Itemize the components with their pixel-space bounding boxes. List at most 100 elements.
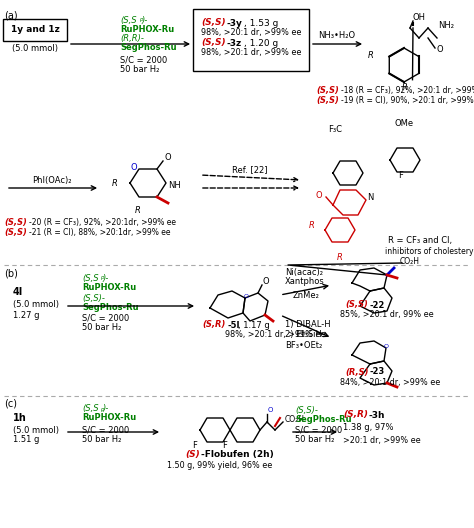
Text: O: O (244, 295, 248, 299)
Text: R: R (402, 83, 408, 92)
Text: -19 (R = Cl), 90%, >20:1 dr, >99% ee: -19 (R = Cl), 90%, >20:1 dr, >99% ee (341, 97, 474, 106)
Text: N: N (367, 193, 374, 203)
Text: NH₂: NH₂ (438, 21, 454, 30)
Text: 85%, >20:1 dr, 99% ee: 85%, >20:1 dr, 99% ee (340, 310, 434, 319)
Text: R = CF₃ and Cl,: R = CF₃ and Cl, (388, 235, 452, 244)
Text: 1y and 1z: 1y and 1z (10, 25, 59, 34)
Text: (a): (a) (4, 10, 18, 20)
Text: O: O (315, 191, 322, 200)
Text: (R,R)-: (R,R)- (120, 34, 144, 43)
Text: 1.27 g: 1.27 g (13, 310, 39, 319)
Text: (S,S): (S,S) (345, 300, 368, 309)
Text: R: R (112, 178, 118, 187)
Text: -3y: -3y (227, 18, 243, 27)
Text: -Flobufen (2h): -Flobufen (2h) (201, 450, 274, 459)
Text: F: F (398, 171, 403, 180)
Text: Ni(acac)₂: Ni(acac)₂ (285, 268, 323, 277)
Text: PhI(OAc)₂: PhI(OAc)₂ (32, 175, 72, 184)
Text: OH: OH (413, 14, 426, 23)
Text: 50 bar H₂: 50 bar H₂ (295, 436, 334, 445)
Text: SegPhos-Ru: SegPhos-Ru (295, 416, 352, 425)
Text: RuPHOX-Ru: RuPHOX-Ru (82, 413, 136, 422)
Text: (S,S: (S,S (120, 15, 137, 24)
Text: O: O (131, 163, 137, 172)
Text: -21 (R = Cl), 88%, >20:1dr, >99% ee: -21 (R = Cl), 88%, >20:1dr, >99% ee (29, 229, 171, 238)
Text: (S,S)-: (S,S)- (82, 294, 105, 303)
Text: p: p (100, 276, 103, 280)
Text: R: R (337, 253, 343, 262)
Text: -18 (R = CF₃), 92%, >20:1 dr, >99% ee: -18 (R = CF₃), 92%, >20:1 dr, >99% ee (341, 86, 474, 95)
Text: (S,S): (S,S) (201, 18, 226, 27)
Text: F: F (223, 440, 228, 449)
Text: 98%, >20:1 dr, >99% ee: 98%, >20:1 dr, >99% ee (201, 29, 301, 37)
Text: O: O (437, 45, 444, 54)
Text: (S,S)-: (S,S)- (295, 406, 318, 414)
Text: F: F (192, 440, 198, 449)
Text: RuPHOX-Ru: RuPHOX-Ru (120, 24, 174, 33)
Text: (S,S): (S,S) (4, 229, 27, 238)
Text: (S,R): (S,R) (202, 320, 225, 329)
Text: (S,R): (S,R) (343, 410, 368, 420)
Text: O: O (165, 154, 172, 163)
Text: 98%, >20:1 dr, >99% ee: 98%, >20:1 dr, >99% ee (225, 331, 325, 340)
Text: -22: -22 (370, 300, 385, 309)
Text: 50 bar H₂: 50 bar H₂ (82, 436, 121, 445)
Text: NH₃•H₂O: NH₃•H₂O (319, 31, 356, 40)
Text: 1.38 g, 97%: 1.38 g, 97% (343, 423, 393, 432)
Text: 84%, >20:1 dr, >99% ee: 84%, >20:1 dr, >99% ee (340, 378, 440, 386)
Text: , 1.17 g: , 1.17 g (238, 320, 270, 329)
Text: (S): (S) (185, 450, 200, 459)
Text: O: O (383, 344, 389, 348)
Text: 1h: 1h (13, 413, 27, 423)
Text: S/C = 2000: S/C = 2000 (82, 426, 129, 435)
Text: Xantphos: Xantphos (285, 278, 325, 287)
Text: R: R (368, 51, 374, 60)
Text: p: p (139, 17, 143, 23)
Text: (c): (c) (4, 399, 17, 409)
Text: )-: )- (103, 274, 109, 282)
Text: RuPHOX-Ru: RuPHOX-Ru (82, 282, 136, 291)
Text: F₃C: F₃C (328, 126, 342, 135)
Text: -20 (R = CF₃), 92%, >20:1dr, >99% ee: -20 (R = CF₃), 92%, >20:1dr, >99% ee (29, 218, 176, 227)
Text: )-: )- (142, 15, 148, 24)
Text: -3z: -3z (227, 39, 242, 48)
Text: 1.50 g, 99% yield, 96% ee: 1.50 g, 99% yield, 96% ee (167, 461, 273, 470)
FancyBboxPatch shape (193, 9, 309, 71)
Text: SegPhos-Ru: SegPhos-Ru (120, 43, 177, 52)
Text: (S,S): (S,S) (316, 97, 339, 106)
Text: p: p (100, 407, 103, 411)
Text: -3h: -3h (369, 410, 385, 420)
Text: 98%, >20:1 dr, >99% ee: 98%, >20:1 dr, >99% ee (201, 49, 301, 58)
Text: 50 bar H₂: 50 bar H₂ (82, 324, 121, 333)
Text: -5l: -5l (228, 320, 240, 329)
Text: (5.0 mmol): (5.0 mmol) (13, 300, 59, 309)
Text: CO₂H: CO₂H (400, 257, 420, 266)
Text: S/C = 2000: S/C = 2000 (295, 426, 342, 435)
Text: S/C = 2000: S/C = 2000 (82, 314, 129, 323)
Text: >20:1 dr, >99% ee: >20:1 dr, >99% ee (343, 436, 420, 445)
Text: 50 bar H₂: 50 bar H₂ (120, 65, 159, 74)
Text: inhibitors of cholesteryl ester transfer proteins: inhibitors of cholesteryl ester transfer… (385, 248, 474, 257)
Text: ZnMe₂: ZnMe₂ (293, 290, 320, 299)
Text: Ref. [22]: Ref. [22] (232, 165, 268, 174)
Text: 4l: 4l (13, 287, 23, 297)
Text: OMe: OMe (395, 119, 414, 128)
Text: 1) DIBAL-H: 1) DIBAL-H (285, 320, 331, 329)
Text: S/C = 2000: S/C = 2000 (120, 55, 167, 64)
Text: (S,S): (S,S) (316, 86, 339, 95)
Text: -23: -23 (370, 367, 385, 376)
Text: 2) Et₃SiH: 2) Et₃SiH (285, 331, 322, 340)
Text: (5.0 mmol): (5.0 mmol) (12, 43, 58, 52)
Text: SegPhos-Ru: SegPhos-Ru (82, 303, 138, 312)
Text: (S,S: (S,S (82, 404, 99, 413)
Text: BF₃•OEt₂: BF₃•OEt₂ (285, 341, 322, 350)
Text: (b): (b) (4, 268, 18, 278)
Text: O: O (263, 278, 270, 287)
Text: 1.51 g: 1.51 g (13, 436, 39, 445)
Text: CO₂H: CO₂H (285, 416, 305, 425)
Text: (S,S): (S,S) (201, 39, 226, 48)
Text: NH: NH (168, 181, 181, 190)
Text: , 1.20 g: , 1.20 g (244, 39, 278, 48)
Text: (S,S: (S,S (82, 274, 99, 282)
Text: R: R (135, 206, 141, 215)
